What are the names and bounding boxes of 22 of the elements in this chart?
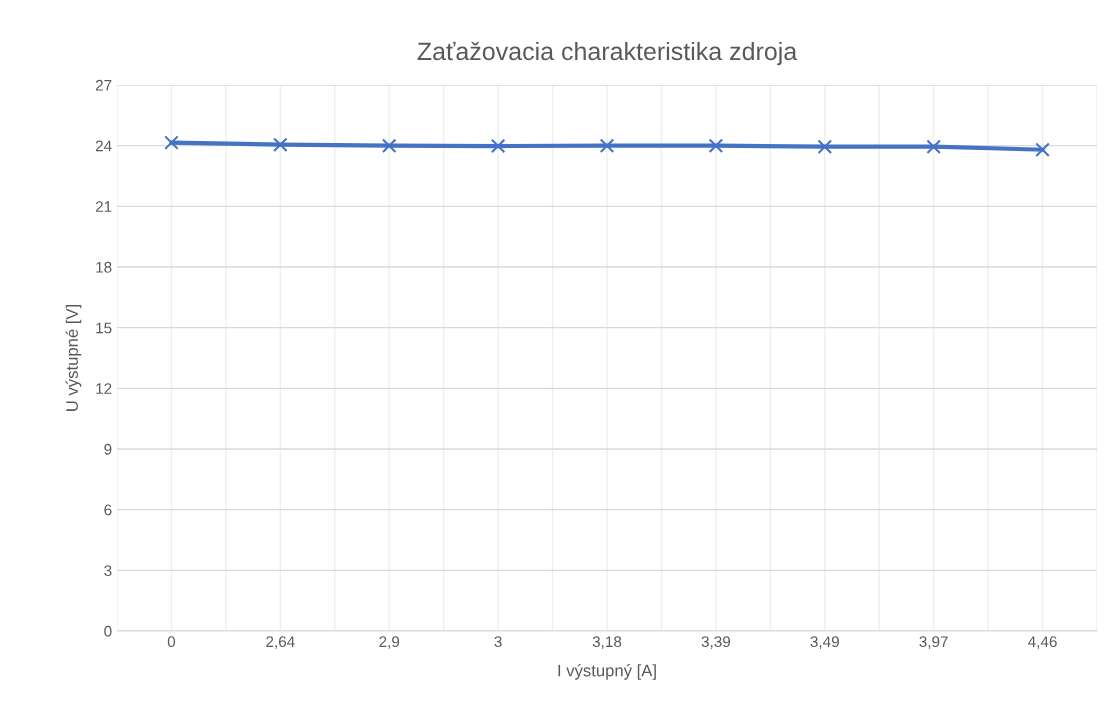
x-tick-label: 3,49 (810, 636, 839, 649)
y-tick-label: 9 (104, 443, 112, 455)
y-tick-label: 24 (95, 140, 112, 152)
y-tick-label: 27 (95, 79, 112, 91)
x-axis-title: I výstupný [A] (558, 663, 656, 680)
x-tick-label: 0 (167, 636, 176, 648)
y-tick-label: 12 (96, 383, 112, 394)
x-tick-label: 3,39 (701, 636, 731, 649)
x-tick-label: 4,46 (1028, 636, 1057, 649)
y-tick-label: 15 (96, 322, 112, 334)
x-tick-label: 2,64 (266, 636, 295, 649)
y-tick-label: 3 (104, 565, 112, 577)
x-tick-label: 3 (494, 636, 502, 648)
x-tick-label: 3,18 (592, 636, 622, 649)
x-tick-label: 2,9 (379, 636, 400, 649)
y-tick-label: 6 (104, 504, 112, 516)
chart-title: Zaťažovacia charakteristika zdroja (417, 41, 798, 66)
y-tick-label: 18 (96, 261, 112, 273)
y-axis-title: U výstupné [V] (65, 304, 82, 411)
y-tick-label: 21 (95, 201, 112, 212)
y-tick-label: 0 (104, 625, 112, 637)
x-tick-label: 3,97 (919, 636, 948, 649)
